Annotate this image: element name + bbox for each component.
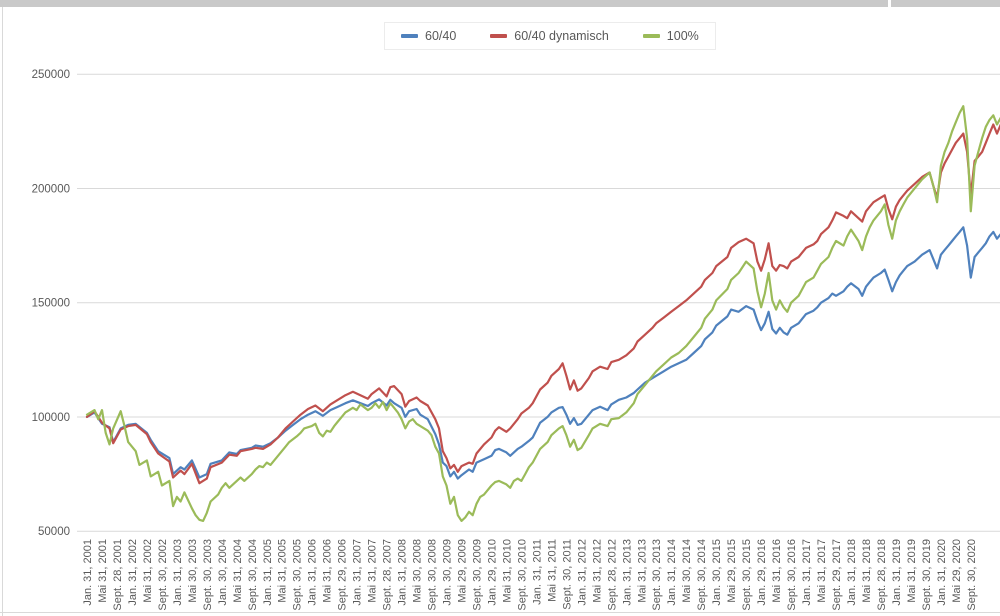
x-axis-tick-label: Jan. 31, 2001 [82,539,94,606]
x-axis-tick-label: Mai 31, 2011 [546,539,558,602]
x-axis-tick-label: Jan. 31, 2006 [307,539,319,606]
y-axis-tick-label: 150000 [32,298,70,310]
x-axis-tick-label: Jan. 30, 2015 [711,539,723,606]
x-axis-tick-label: Jan. 31, 2014 [666,539,678,606]
x-axis-labels: Jan. 31, 2001 Mai 31, 2001 Sept. 28, 2001 J… [82,539,978,611]
x-axis-tick-label: Jan. 31, 2017 [801,539,813,606]
x-axis-tick-label: Sept. 30, 2010 [516,539,528,611]
x-axis-tick-label: Mai 30, 2003 [187,539,199,603]
x-axis-tick-label: Mai 31, 2016 [771,539,783,603]
series-line-60-40-dynamisch[interactable] [85,123,1000,485]
legend-label: 60/40 [425,29,457,43]
x-axis-tick-label: Sept. 30, 2009 [471,539,483,611]
x-axis-tick-label: Mai 31, 2010 [501,539,513,603]
legend-item-100[interactable]: 100% [642,29,699,43]
legend-item-60-40[interactable]: 60/40 [401,29,456,43]
y-axis-tick-label: 50000 [38,526,70,538]
x-axis-tick-label: Jan. 29, 2016 [756,539,768,606]
legend-swatch-blue [401,34,418,38]
x-axis-tick-label: Mai 31, 2004 [232,539,244,603]
x-axis-tick-label: Jan. 31, 2008 [397,539,409,606]
x-axis-tick-label: Mai 30, 2014 [681,539,693,603]
legend-swatch-red [490,34,508,38]
x-axis-tick-label: Mai 30, 2008 [412,539,424,603]
x-axis-tick-label: Jan. 31, 2012 [576,539,588,606]
x-axis-tick-label: Mai 31, 2007 [367,539,379,603]
x-axis-tick-label: Jan. 31, 2002 [127,539,139,606]
window-top-edge [0,0,1000,7]
series-line-60-40[interactable] [85,226,1000,480]
x-axis-tick-label: Sept. 30, 2003 [202,539,214,611]
x-axis-tick-label: Mai 31, 2013 [636,539,648,603]
legend-label: 60/40 dynamisch [514,29,609,43]
x-axis-tick-label: Sept. 29, 2006 [337,539,349,611]
x-axis-tick-label: Jan. 31, 2003 [172,539,184,606]
y-axis-labels: 50000 100000 150000 200000 250000 [32,69,70,538]
x-axis-tick-label: Sept. 30, 2002 [157,539,169,611]
x-axis-tick-label: Jan. 29, 2010 [486,539,498,606]
column-divider-notch [888,0,891,7]
x-axis-tick-label: Sept. 28, 2018 [876,539,888,611]
x-axis-tick-label: Mai 29, 2020 [951,539,963,603]
y-axis-tick-label: 100000 [32,412,70,424]
x-axis-tick-label: Sept. 28, 2001 [112,539,124,611]
x-axis-tick-label: Jan. 31, 2011 [531,539,543,605]
x-axis-tick-label: Mai 31, 2017 [816,539,828,603]
x-axis-tick-label: Mai 31, 2019 [906,539,918,603]
x-axis-tick-label: Jan. 31, 2020 [936,539,948,606]
x-axis-tick-label: Mai 31, 2002 [142,539,154,603]
chart-bottom-border [0,612,1000,613]
x-axis-tick-label: Jan. 31, 2007 [352,539,364,606]
legend-label: 100% [666,29,699,43]
x-axis-tick-label: Sept. 30, 2011 [561,539,573,610]
y-axis-tick-label: 200000 [32,183,70,195]
x-axis-tick-label: Sept. 30, 2016 [786,539,798,611]
x-axis-tick-label: Sept. 30, 2004 [247,539,259,611]
x-axis-tick-label: Mai 31, 2018 [861,539,873,603]
x-axis-tick-label: Sept. 28, 2012 [606,539,618,611]
x-axis-tick-label: Sept. 29, 2017 [831,539,843,611]
x-axis-tick-label: Jan. 31, 2013 [621,539,633,606]
x-axis-tick-label: Mai 31, 2006 [322,539,334,603]
x-axis-tick-label: Sept. 30, 2014 [696,539,708,611]
x-axis-tick-label: Jan. 31, 2005 [262,539,274,606]
y-axis-tick-label: 250000 [32,69,70,81]
series-lines [85,105,1000,523]
x-axis-tick-label: Sept. 30, 2008 [427,539,439,611]
chart-legend[interactable]: 60/40 60/40 dynamisch 100% [384,22,716,50]
x-axis-tick-label: Jan. 31, 2018 [846,539,858,606]
x-axis-tick-label: Mai 31, 2001 [97,539,109,603]
x-axis-tick-label: Jan. 30, 2004 [217,539,229,606]
x-axis-tick-label: Sept. 30, 2013 [651,539,663,611]
x-axis-tick-label: Mai 29, 2009 [457,539,469,603]
x-axis-tick-label: Jan. 31, 2019 [891,539,903,606]
x-axis-tick-label: Mai 31, 2005 [277,539,289,603]
x-axis-tick-label: Jan. 30, 2009 [442,539,454,606]
window-left-edge [2,7,3,616]
legend-swatch-green [642,34,660,38]
x-axis-tick-label: Sept. 30, 2015 [741,539,753,611]
x-axis-tick-label: Sept. 30, 2019 [921,539,933,611]
x-axis-tick-label: Sept. 30, 2005 [292,539,304,611]
x-axis-tick-label: Mai 29, 2015 [726,539,738,603]
series-line-100-[interactable] [85,105,1000,523]
x-axis-tick-label: Sept. 30, 2020 [966,539,978,611]
x-axis-tick-label: Sept. 28, 2007 [382,539,394,611]
x-axis-tick-label: Mai 31, 2012 [591,539,603,603]
gridlines [77,73,1000,532]
legend-item-60-40-dynamisch[interactable]: 60/40 dynamisch [490,29,609,43]
